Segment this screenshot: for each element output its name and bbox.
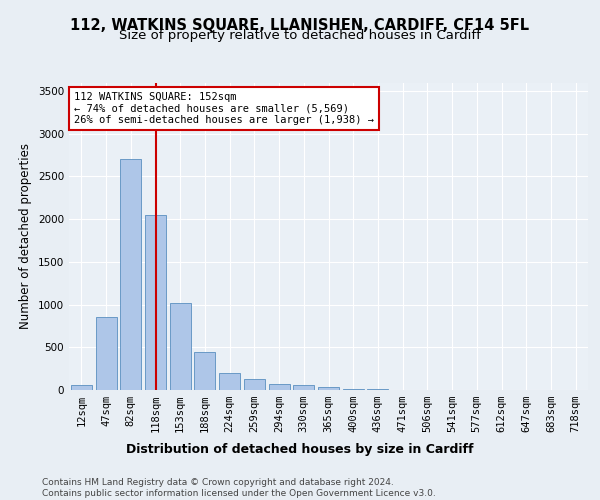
Bar <box>343 389 364 390</box>
Bar <box>293 386 314 390</box>
Text: Contains HM Land Registry data © Crown copyright and database right 2024.
Contai: Contains HM Land Registry data © Crown c… <box>42 478 436 498</box>
Bar <box>120 160 141 390</box>
Y-axis label: Number of detached properties: Number of detached properties <box>19 143 32 329</box>
Bar <box>170 303 191 390</box>
Text: 112 WATKINS SQUARE: 152sqm
← 74% of detached houses are smaller (5,569)
26% of s: 112 WATKINS SQUARE: 152sqm ← 74% of deta… <box>74 92 374 125</box>
Bar <box>145 215 166 390</box>
Bar <box>194 352 215 390</box>
Text: Distribution of detached houses by size in Cardiff: Distribution of detached houses by size … <box>126 442 474 456</box>
Bar <box>219 373 240 390</box>
Bar <box>95 318 116 390</box>
Bar <box>71 385 92 390</box>
Bar <box>318 386 339 390</box>
Bar <box>244 379 265 390</box>
Text: 112, WATKINS SQUARE, LLANISHEN, CARDIFF, CF14 5FL: 112, WATKINS SQUARE, LLANISHEN, CARDIFF,… <box>70 18 530 32</box>
Bar <box>269 384 290 390</box>
Text: Size of property relative to detached houses in Cardiff: Size of property relative to detached ho… <box>119 29 481 42</box>
